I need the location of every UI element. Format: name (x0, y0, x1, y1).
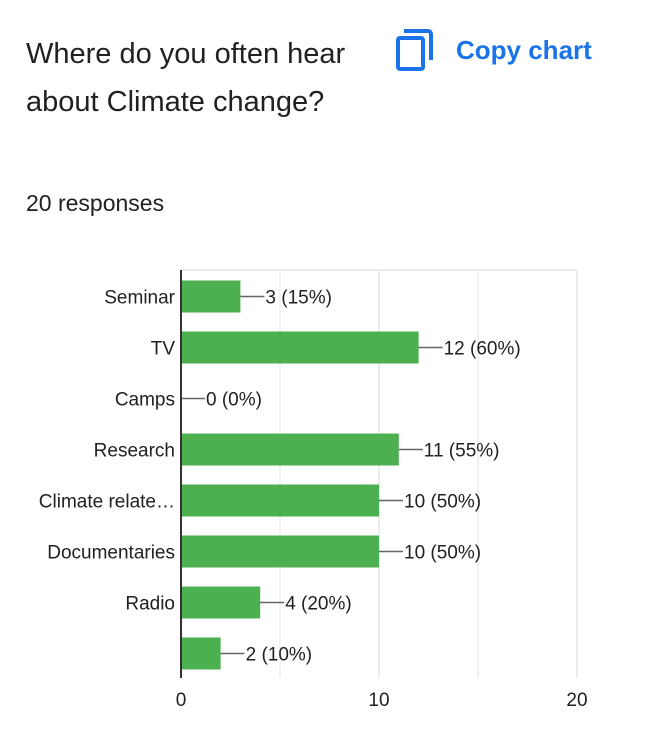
bar (181, 637, 221, 670)
question-title: Where do you often hear about Climate ch… (26, 38, 346, 118)
data-label: 10 (50%) (404, 492, 481, 513)
bar (181, 280, 241, 313)
copy-chart-label: Copy chart (456, 34, 592, 65)
chart-labels: 0 10 20 3 (15%) Seminar 12 (60%) TV 0 (0%) Camps… (39, 270, 588, 711)
data-label: 12 (60%) (444, 339, 521, 360)
data-label: 3 (15%) (265, 288, 332, 309)
category-label: TV (151, 339, 176, 360)
data-label: 0 (0%) (206, 390, 262, 411)
category-label: Climate relate… (39, 492, 175, 513)
category-label: Radio (125, 594, 175, 615)
bar (181, 484, 379, 517)
data-label: 2 (10%) (246, 645, 313, 666)
response-count: 20 responses (26, 190, 165, 216)
category-label: Seminar (104, 288, 175, 309)
bar (181, 535, 379, 568)
bar (181, 433, 399, 466)
chart-bars (181, 280, 419, 670)
x-tick-label: 20 (566, 690, 587, 711)
data-label: 11 (55%) (424, 441, 500, 462)
bar (181, 586, 261, 619)
x-tick-label: 0 (176, 690, 187, 711)
category-label: Documentaries (47, 543, 175, 564)
data-label: 10 (50%) (404, 543, 481, 564)
bar-chart: 0 10 20 3 (15%) Seminar 12 (60%) TV 0 (0%) Camps… (39, 269, 588, 711)
bar (181, 331, 419, 364)
copy-icon (394, 28, 434, 72)
data-label: 4 (20%) (285, 594, 352, 615)
x-tick-label: 10 (368, 690, 389, 711)
category-label: Camps (115, 390, 175, 411)
copy-chart-button[interactable]: Copy chart (394, 28, 592, 72)
category-label: Research (94, 441, 175, 462)
